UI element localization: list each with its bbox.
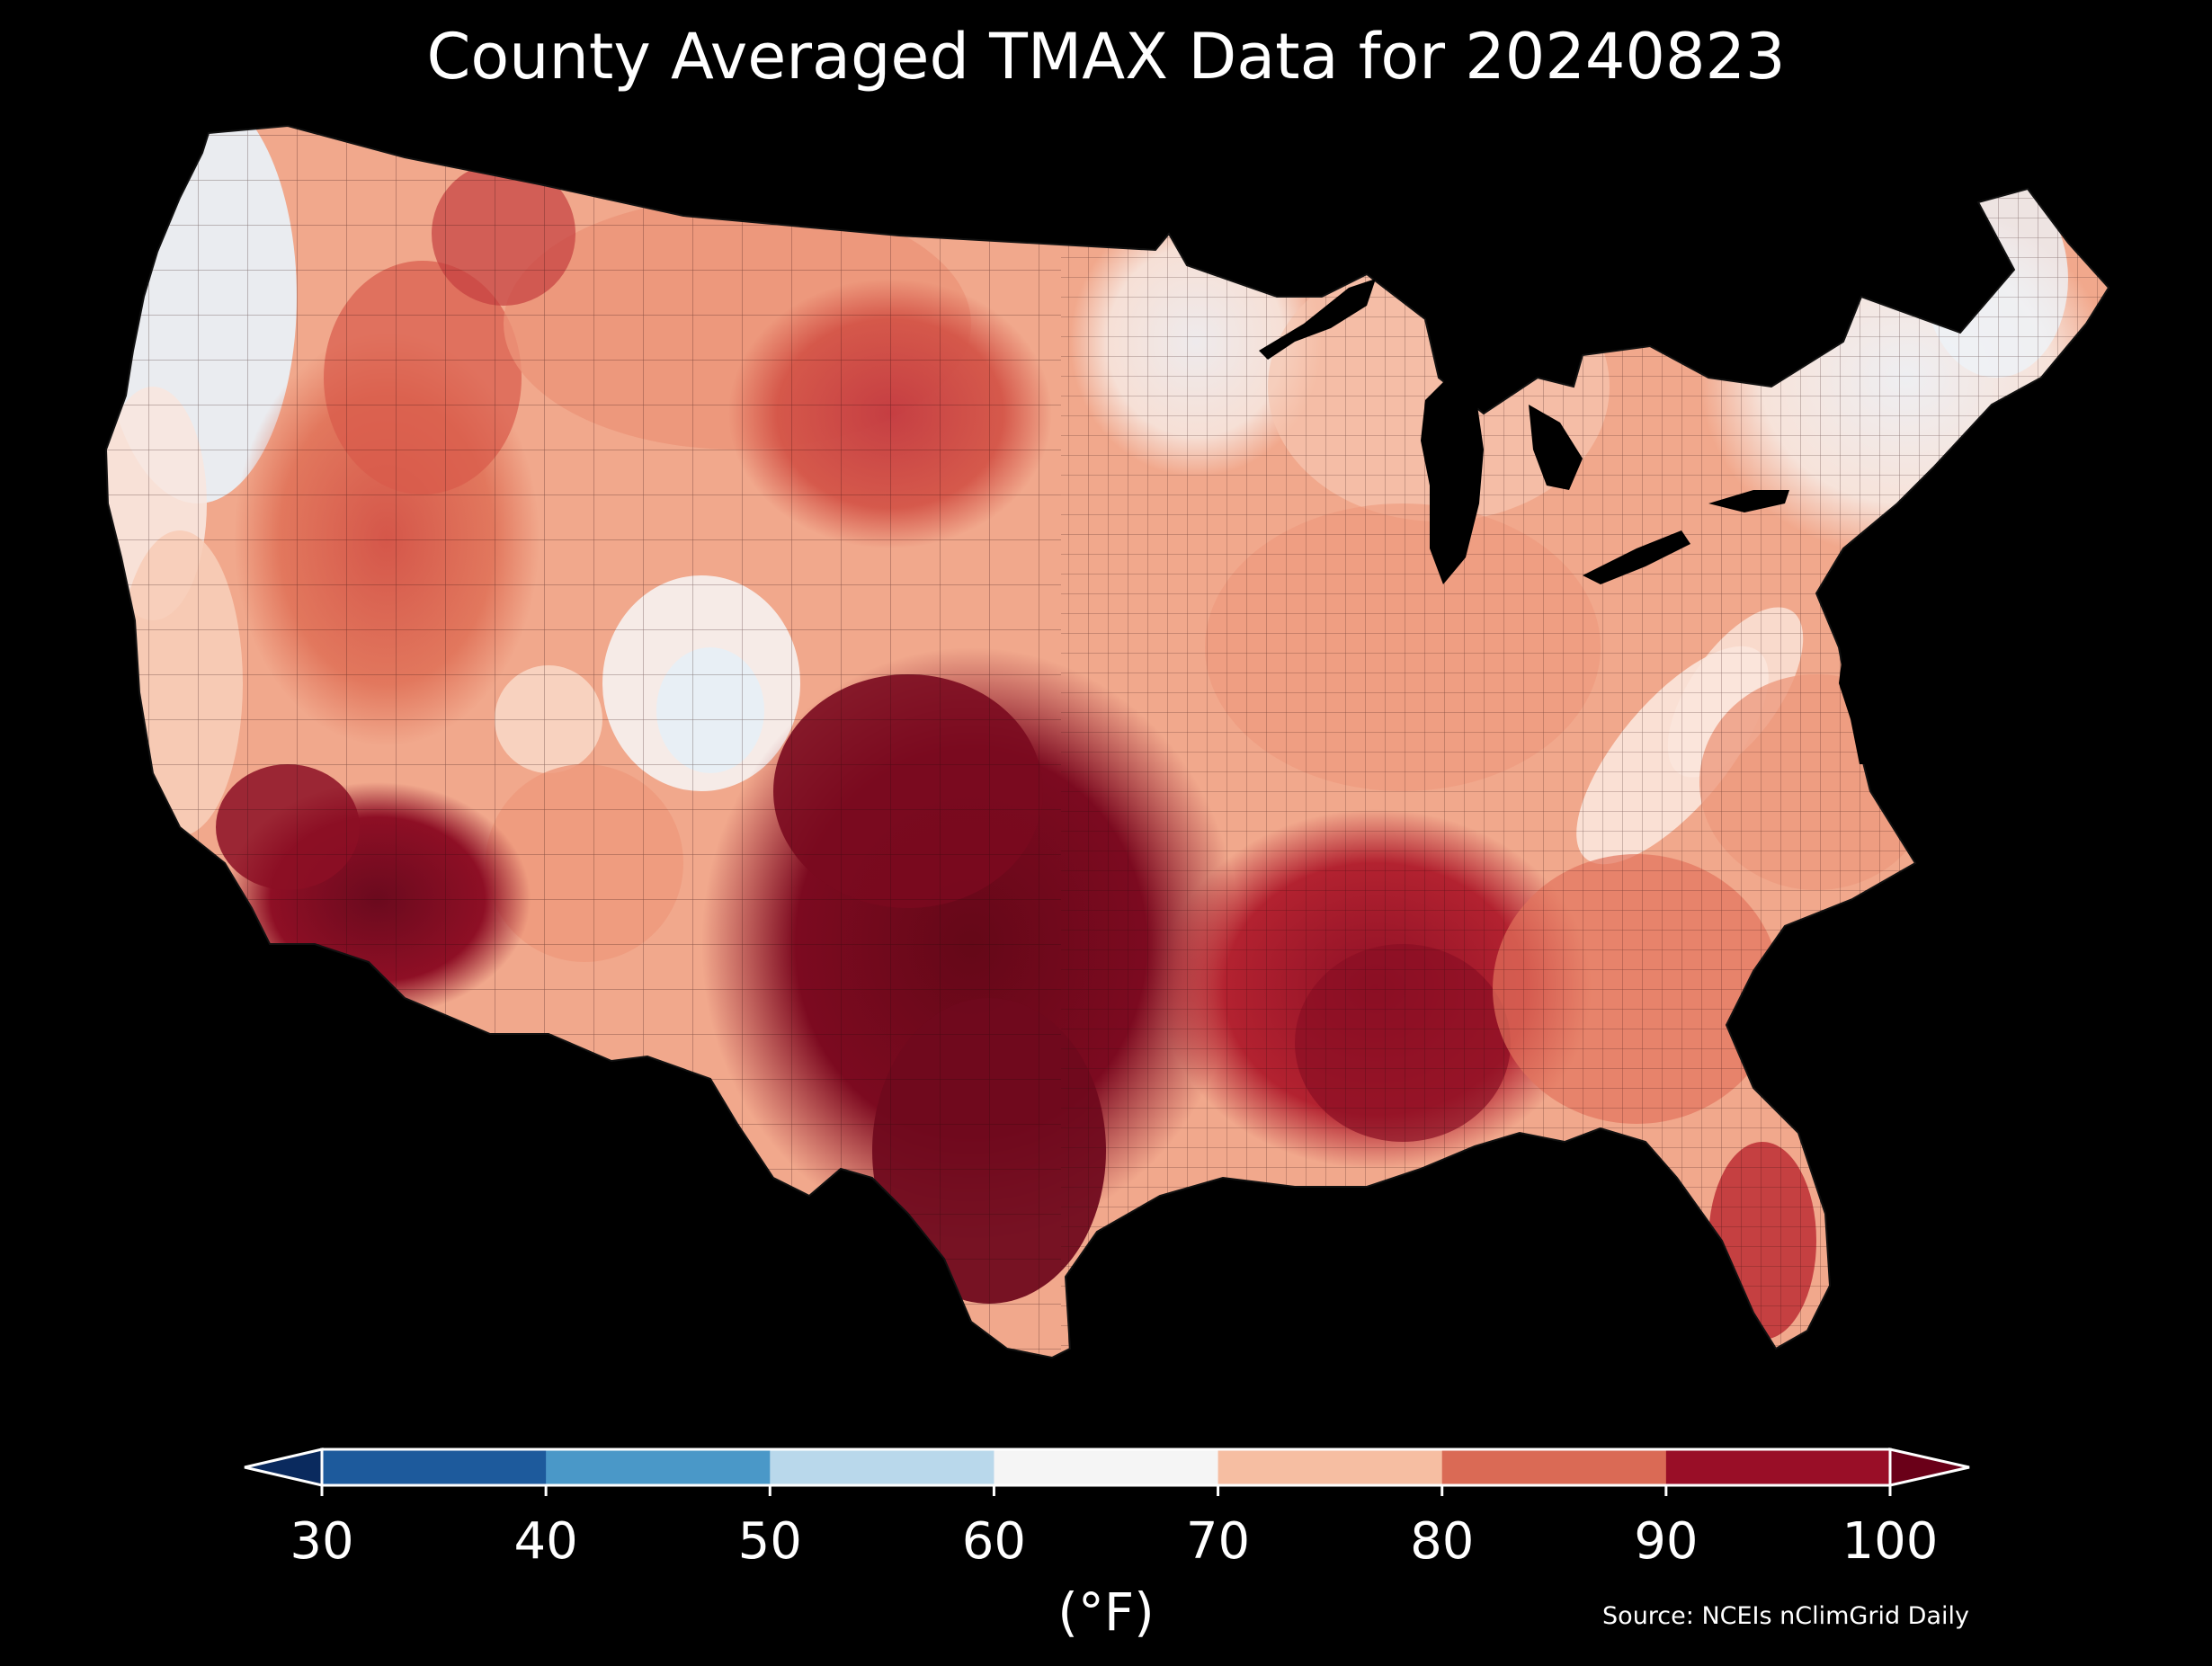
colorbar-bin: [1441, 1449, 1667, 1485]
colorbar-tick-label: 60: [961, 1512, 1027, 1571]
map-title: County Averaged TMAX Data for 20240823: [426, 20, 1786, 94]
colorbar-bin: [1217, 1449, 1443, 1485]
colorbar-tick-label: 70: [1185, 1512, 1251, 1571]
colorbar-unit-label: (°F): [1057, 1581, 1155, 1643]
colorbar-extend-low: [244, 1448, 324, 1487]
colorbar-tick-label: 90: [1634, 1512, 1699, 1571]
colorbar-tick-label: 100: [1842, 1512, 1939, 1571]
colorbar-bin: [1665, 1449, 1891, 1485]
colorbar-bin: [322, 1449, 547, 1485]
colorbar-tick-label: 80: [1410, 1512, 1475, 1571]
colorbar-tick-label: 40: [513, 1512, 578, 1571]
colorbar-tick-label: 50: [737, 1512, 802, 1571]
colorbar-extend-high: [1888, 1448, 1970, 1487]
colorbar-bin: [546, 1449, 771, 1485]
colorbar-tick-label: 30: [290, 1512, 354, 1571]
colorbar-bin: [770, 1449, 995, 1485]
colorbar-bin: [994, 1449, 1219, 1485]
great-lakes: [1259, 279, 1870, 764]
source-attribution: Source: NCEIs nClimGrid Daily: [1602, 1602, 1969, 1630]
